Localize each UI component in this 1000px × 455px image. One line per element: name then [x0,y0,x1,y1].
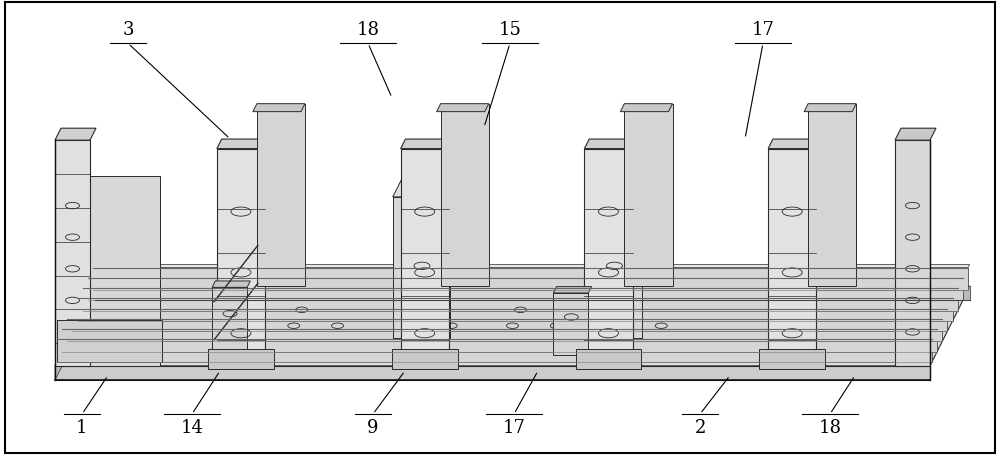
Polygon shape [57,319,162,362]
Polygon shape [62,326,939,329]
Polygon shape [83,285,959,288]
Polygon shape [90,176,160,366]
Polygon shape [624,104,673,286]
Polygon shape [895,128,936,140]
Text: 18: 18 [818,419,842,437]
Polygon shape [257,104,305,286]
Text: 17: 17 [752,20,774,39]
Polygon shape [393,197,450,338]
Polygon shape [67,319,942,341]
Polygon shape [393,173,462,197]
Polygon shape [585,173,654,197]
Polygon shape [768,139,821,149]
Polygon shape [576,349,641,369]
Polygon shape [584,149,633,366]
Polygon shape [55,366,930,380]
Text: 1: 1 [76,419,88,437]
Polygon shape [78,295,954,298]
Text: 14: 14 [181,419,203,437]
Polygon shape [401,139,454,149]
Polygon shape [217,149,265,366]
Polygon shape [584,139,637,149]
Polygon shape [62,329,937,352]
Polygon shape [93,264,970,268]
Polygon shape [217,139,270,149]
Text: 2: 2 [694,419,706,437]
Polygon shape [55,286,95,380]
Polygon shape [759,349,825,369]
Polygon shape [804,104,856,111]
Polygon shape [401,149,449,366]
Polygon shape [55,140,90,366]
Polygon shape [212,281,250,288]
Polygon shape [553,293,588,355]
Polygon shape [620,104,673,111]
Polygon shape [392,349,458,369]
Polygon shape [78,298,953,321]
Polygon shape [895,140,930,366]
Polygon shape [95,286,970,300]
Polygon shape [768,149,816,366]
Polygon shape [437,104,489,111]
Text: 18: 18 [356,20,380,39]
Polygon shape [55,286,970,366]
Text: 15: 15 [499,20,521,39]
Polygon shape [93,268,968,290]
Text: 3: 3 [122,20,134,39]
Polygon shape [212,288,247,355]
Polygon shape [585,197,642,338]
Polygon shape [253,104,305,111]
Polygon shape [808,104,856,286]
Polygon shape [88,275,964,278]
Polygon shape [67,316,944,319]
Polygon shape [55,128,96,140]
Polygon shape [57,336,934,339]
Text: 9: 9 [367,419,379,437]
Polygon shape [208,349,274,369]
Polygon shape [83,288,958,311]
Polygon shape [72,308,947,331]
Polygon shape [72,305,949,308]
Polygon shape [57,339,932,362]
Polygon shape [88,278,963,300]
Text: 17: 17 [503,419,525,437]
Polygon shape [441,104,489,286]
Polygon shape [553,287,592,293]
